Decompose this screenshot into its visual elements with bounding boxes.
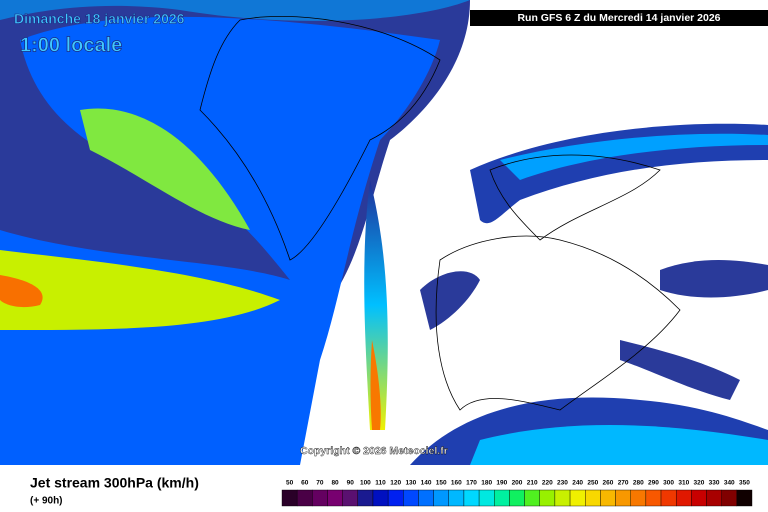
legend-swatch [539,489,556,507]
legend-swatch [342,489,359,507]
legend-value: 160 [451,480,462,487]
legend-value: 170 [466,480,477,487]
legend-swatch [478,489,495,507]
legend-swatch [675,489,692,507]
footer-title: Jet stream 300hPa (km/h) [30,475,199,491]
legend-value: 140 [421,480,432,487]
legend-value: 50 [286,480,294,487]
legend-value: 190 [496,480,507,487]
legend-swatch [600,489,616,507]
legend-value: 320 [694,480,705,487]
footer-lead: (+ 90h) [30,496,63,507]
legend-swatch [630,489,647,507]
legend-swatch [554,489,571,507]
legend-value: 120 [390,480,401,487]
legend-value: 260 [603,480,614,487]
legend-swatch [706,489,722,507]
legend-swatch [524,489,540,507]
legend-swatch [585,489,601,507]
run-label: Run GFS 6 Z du Mercredi 14 janvier 2026 [517,12,720,24]
legend-swatch [494,489,510,507]
legend-swatch [721,489,738,507]
legend-value: 70 [316,480,324,487]
legend-swatch [736,489,753,507]
legend-swatch [387,489,404,507]
legend-value: 180 [481,480,492,487]
legend-value: 220 [542,480,553,487]
legend-swatch [418,489,434,507]
legend-swatch [296,489,313,507]
legend-value: 280 [633,480,644,487]
legend-swatch [281,489,298,507]
legend-value: 130 [405,480,416,487]
legend-swatch [645,489,662,507]
legend-value: 270 [618,480,629,487]
legend-swatch [463,489,480,507]
legend-swatch [372,489,389,507]
legend-value: 230 [557,480,568,487]
jet-areas [0,0,768,465]
legend-value: 210 [527,480,538,487]
legend-value: 80 [331,480,339,487]
legend-swatch [312,489,328,507]
legend-swatch [691,489,707,507]
color-legend: 50 60 70 80 90 100 110 120 130 140 150 160 170 180 190… [281,480,753,507]
legend-value: 250 [587,480,598,487]
legend-value: 100 [360,480,371,487]
legend-swatch [660,489,677,507]
legend-swatch [615,489,631,507]
legend-value: 290 [648,480,659,487]
legend-swatch [327,489,343,507]
legend-value: 350 [739,480,750,487]
copyright: Copyright © 2026 Meteociel.fr [300,445,448,457]
legend-value: 310 [678,480,689,487]
legend-value: 200 [512,480,523,487]
date-label: Dimanche 18 janvier 2026 [14,11,185,27]
legend-value: 340 [724,480,735,487]
legend-value: 60 [301,480,309,487]
legend-swatch [403,489,419,507]
legend-value: 90 [347,480,355,487]
legend-value: 110 [375,480,386,487]
coastlines [199,16,681,411]
legend-swatch [433,489,449,507]
legend-value: 150 [436,480,447,487]
legend-value: 240 [572,480,583,487]
legend-swatch [569,489,586,507]
legend-swatch [357,489,374,507]
time-label: 1:00 locale [20,34,122,56]
legend-swatch [509,489,525,507]
legend-swatch [448,489,465,507]
run-box [470,10,768,26]
legend-value: 300 [663,480,674,487]
legend-value: 330 [709,480,720,487]
